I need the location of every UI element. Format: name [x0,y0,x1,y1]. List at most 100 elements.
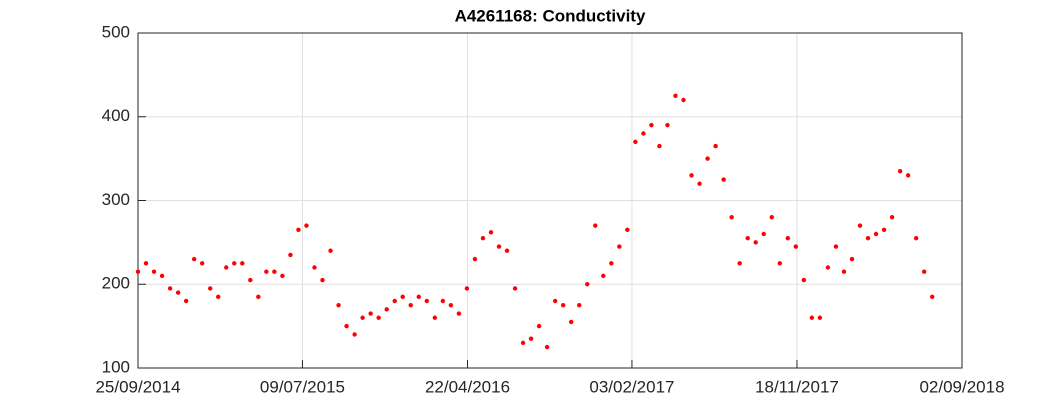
data-point [240,261,245,266]
data-point [224,265,229,270]
data-point [175,290,181,295]
data-point [536,323,542,329]
data-point [248,277,253,283]
data-point [625,227,630,233]
data-point [801,277,807,283]
data-point [649,122,654,128]
data-point [504,248,510,253]
data-point [930,294,935,300]
y-tick-label: 300 [102,190,130,209]
data-point [753,240,758,245]
data-point [280,273,285,279]
plot-frame [137,32,963,369]
x-tick-label: 09/07/2015 [260,377,345,396]
data-point [384,307,389,312]
data-point [496,244,502,249]
data-point [841,269,847,274]
data-point [528,336,534,341]
data-point [464,286,470,291]
data-point [705,156,710,161]
data-point [143,261,149,266]
data-point [159,273,165,279]
x-tick-label: 03/02/2017 [589,377,674,396]
data-point [440,298,446,304]
data-point [368,311,373,316]
data-point [560,302,566,308]
data-point [577,302,582,308]
data-point [881,227,887,233]
data-point [793,244,799,249]
data-point [416,294,421,300]
data-point [456,311,462,316]
data-point [665,122,670,128]
data-point [288,252,293,258]
x-tick-label: 02/09/2018 [919,377,1004,396]
x-tick-label: 22/04/2016 [425,377,510,396]
data-point [817,315,823,320]
data-point [785,235,791,241]
data-point [424,298,430,304]
data-point [376,315,381,320]
data-point [432,315,438,320]
data-point [328,248,333,253]
data-point [352,332,357,337]
data-point [681,97,686,103]
data-point [360,315,365,320]
data-point [593,223,598,228]
y-tick-label: 100 [102,357,130,376]
data-point [609,261,614,266]
data-point [737,261,742,266]
y-tick-label: 500 [102,22,130,41]
data-point [569,319,574,325]
data-point [769,215,774,220]
data-point [512,286,518,291]
data-point [480,235,486,241]
data-point [448,302,454,308]
data-point [264,269,269,274]
data-point [135,269,141,274]
data-point [544,344,550,350]
y-tick-label: 200 [102,274,130,293]
data-point [641,131,646,136]
data-point [745,235,750,241]
data-point [304,223,309,228]
data-point [272,269,277,274]
data-point [400,294,405,300]
data-point [520,340,526,346]
data-point [336,302,341,308]
data-point [167,286,173,291]
data-point [865,235,871,241]
data-point [729,215,734,220]
data-point [232,261,237,266]
data-point [697,181,702,186]
data-point [809,315,815,320]
data-point [833,244,839,249]
data-point [689,173,694,178]
data-point [151,269,157,274]
data-point [721,177,726,182]
data-point [713,143,718,149]
data-point [825,265,831,270]
data-point [849,256,855,262]
data-point [472,256,478,262]
data-point [897,168,903,174]
data-point [601,273,606,279]
x-tick-label: 18/11/2017 [755,377,839,396]
data-point [921,269,927,274]
data-point [617,244,622,249]
data-point [312,265,317,270]
y-tick-label: 400 [102,106,130,125]
data-point [320,277,325,283]
data-point [633,139,638,145]
data-point [256,294,261,300]
data-point [392,298,397,304]
data-point [183,298,189,304]
data-point [216,294,221,300]
data-point [873,231,879,237]
data-point [488,230,494,235]
x-tick-label: 25/09/2014 [95,377,180,396]
data-point [657,143,662,149]
